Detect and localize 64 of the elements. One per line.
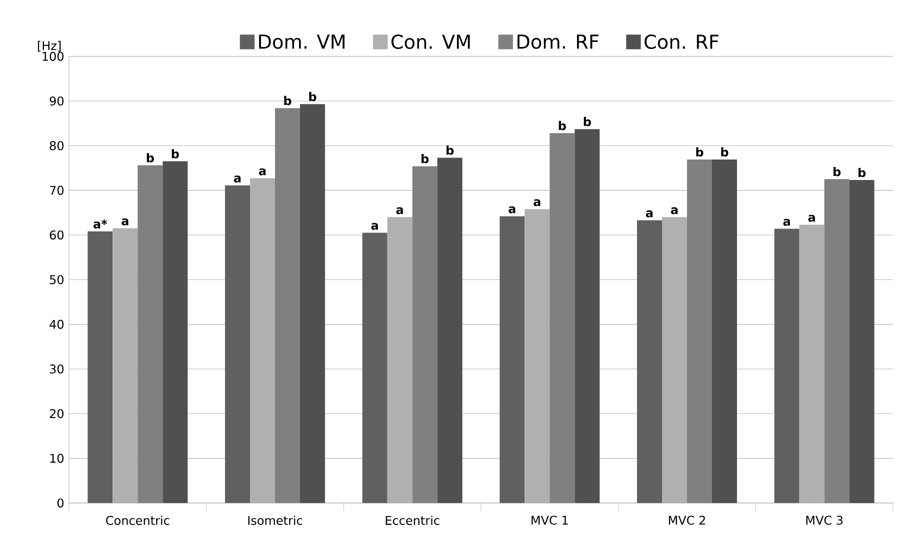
x-tick-label: MVC 3 bbox=[806, 516, 843, 525]
y-tick-label: 30 bbox=[50, 364, 64, 374]
bar bbox=[88, 231, 113, 503]
x-tick-label: Isometric bbox=[248, 516, 302, 525]
bar bbox=[300, 104, 326, 503]
data-label: a bbox=[534, 199, 540, 206]
bar bbox=[636, 220, 662, 503]
bar bbox=[849, 180, 874, 503]
bar bbox=[500, 216, 525, 503]
bar bbox=[412, 166, 438, 503]
y-tick-label: 80 bbox=[50, 141, 64, 150]
bar bbox=[687, 160, 712, 503]
bar bbox=[437, 158, 462, 503]
data-label: b bbox=[422, 154, 429, 164]
data-label: b bbox=[558, 120, 566, 130]
data-label: b bbox=[146, 153, 154, 162]
data-label: b bbox=[834, 166, 841, 176]
y-tick-label: 90 bbox=[50, 96, 64, 106]
bar bbox=[774, 228, 800, 503]
y-tick-label: 70 bbox=[50, 186, 64, 195]
legend-label: Dom. VM bbox=[259, 34, 344, 49]
data-label: a bbox=[808, 214, 815, 222]
legend-label: Dom. RF bbox=[518, 34, 598, 49]
legend-label: Con. RF bbox=[644, 34, 718, 49]
data-label: a bbox=[670, 207, 678, 214]
x-tick-label: Eccentric bbox=[386, 516, 440, 525]
y-tick-label: 20 bbox=[50, 409, 64, 418]
data-label: b bbox=[172, 149, 179, 158]
bar bbox=[225, 185, 250, 503]
data-label: a bbox=[646, 210, 653, 218]
y-tick-label: 50 bbox=[50, 275, 64, 284]
y-tick-label: 100 bbox=[42, 52, 64, 61]
data-label: b bbox=[446, 146, 454, 155]
bar bbox=[162, 161, 188, 503]
y-tick-label: 0 bbox=[57, 498, 64, 508]
data-label: a bbox=[122, 218, 128, 226]
data-label: a bbox=[508, 206, 516, 214]
bar bbox=[712, 160, 737, 503]
data-label: a bbox=[396, 207, 403, 214]
bar bbox=[138, 165, 163, 503]
data-label: a bbox=[258, 168, 266, 176]
data-label: b bbox=[696, 147, 704, 157]
data-label: b bbox=[309, 92, 316, 102]
data-label: a* bbox=[94, 219, 108, 228]
data-label: a bbox=[234, 176, 241, 182]
x-tick-label: Concentric bbox=[106, 516, 170, 525]
bar bbox=[574, 129, 600, 503]
bar bbox=[550, 133, 575, 503]
data-label: b bbox=[284, 96, 292, 106]
y-tick-label: 40 bbox=[50, 320, 64, 329]
data-label: b bbox=[721, 147, 728, 157]
bar bbox=[275, 108, 300, 503]
y-tick-label: 60 bbox=[50, 230, 64, 240]
x-tick-label: MVC 2 bbox=[668, 516, 705, 525]
y-tick-label: 10 bbox=[50, 454, 64, 463]
bar bbox=[362, 232, 388, 503]
data-label: b bbox=[858, 168, 866, 178]
data-label: a bbox=[371, 222, 378, 230]
legend-label: Con. VM bbox=[391, 34, 470, 49]
data-label: a bbox=[783, 218, 790, 226]
x-tick-label: MVC 1 bbox=[532, 516, 568, 525]
y-axis-title: [Hz] bbox=[38, 40, 61, 52]
data-label: b bbox=[584, 116, 591, 126]
bar bbox=[824, 179, 850, 503]
